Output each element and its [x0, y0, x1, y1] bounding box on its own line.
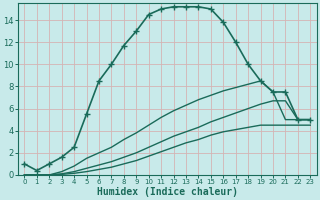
X-axis label: Humidex (Indice chaleur): Humidex (Indice chaleur)	[97, 186, 238, 197]
